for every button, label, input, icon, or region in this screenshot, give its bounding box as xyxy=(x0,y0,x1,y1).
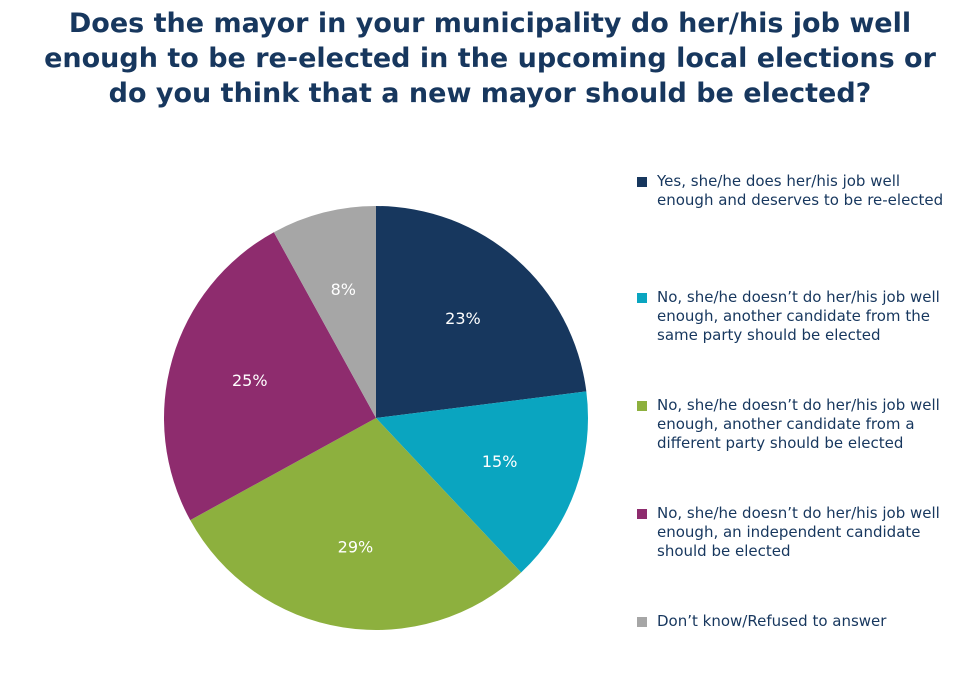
legend-item-same-party: No, she/he doesn’t do her/his job well e… xyxy=(637,288,967,345)
pie-slice-dont-know xyxy=(273,206,376,418)
pie-slice-yes-reelect xyxy=(376,206,587,418)
legend-item-yes-reelect: Yes, she/he does her/his job well enough… xyxy=(637,172,967,210)
pie-slice-same-party xyxy=(376,391,588,573)
legend-swatch xyxy=(637,617,647,627)
pie-data-label-independent: 25% xyxy=(232,371,268,390)
legend-swatch xyxy=(637,293,647,303)
legend-swatch xyxy=(637,177,647,187)
chart-title: Does the mayor in your municipality do h… xyxy=(10,6,970,111)
legend-item-different-party: No, she/he doesn’t do her/his job well e… xyxy=(637,396,967,453)
pie-slice-different-party xyxy=(190,418,522,631)
legend-swatch xyxy=(637,509,647,519)
chart-title-line-3: do you think that a new mayor should be … xyxy=(108,78,872,109)
chart-title-line-1: Does the mayor in your municipality do h… xyxy=(68,8,912,39)
legend-label: No, she/he doesn’t do her/his job well e… xyxy=(657,288,940,344)
chart-title-line-2: enough to be re-elected in the upcoming … xyxy=(44,43,936,74)
legend-label: No, she/he doesn’t do her/his job well e… xyxy=(657,504,940,560)
pie-data-label-different-party: 29% xyxy=(338,537,374,556)
pie-slice-independent xyxy=(163,232,376,521)
legend-label: No, she/he doesn’t do her/his job well e… xyxy=(657,396,940,452)
legend-label: Don’t know/Refused to answer xyxy=(657,612,887,630)
legend-item-dont-know: Don’t know/Refused to answer xyxy=(637,612,967,631)
pie-data-label-dont-know: 8% xyxy=(331,280,356,299)
pie-data-label-same-party: 15% xyxy=(482,452,518,471)
legend-swatch xyxy=(637,401,647,411)
legend-item-independent: No, she/he doesn’t do her/his job well e… xyxy=(637,504,967,561)
pie-data-label-yes-reelect: 23% xyxy=(445,309,481,328)
legend-label: Yes, she/he does her/his job well enough… xyxy=(657,172,944,209)
